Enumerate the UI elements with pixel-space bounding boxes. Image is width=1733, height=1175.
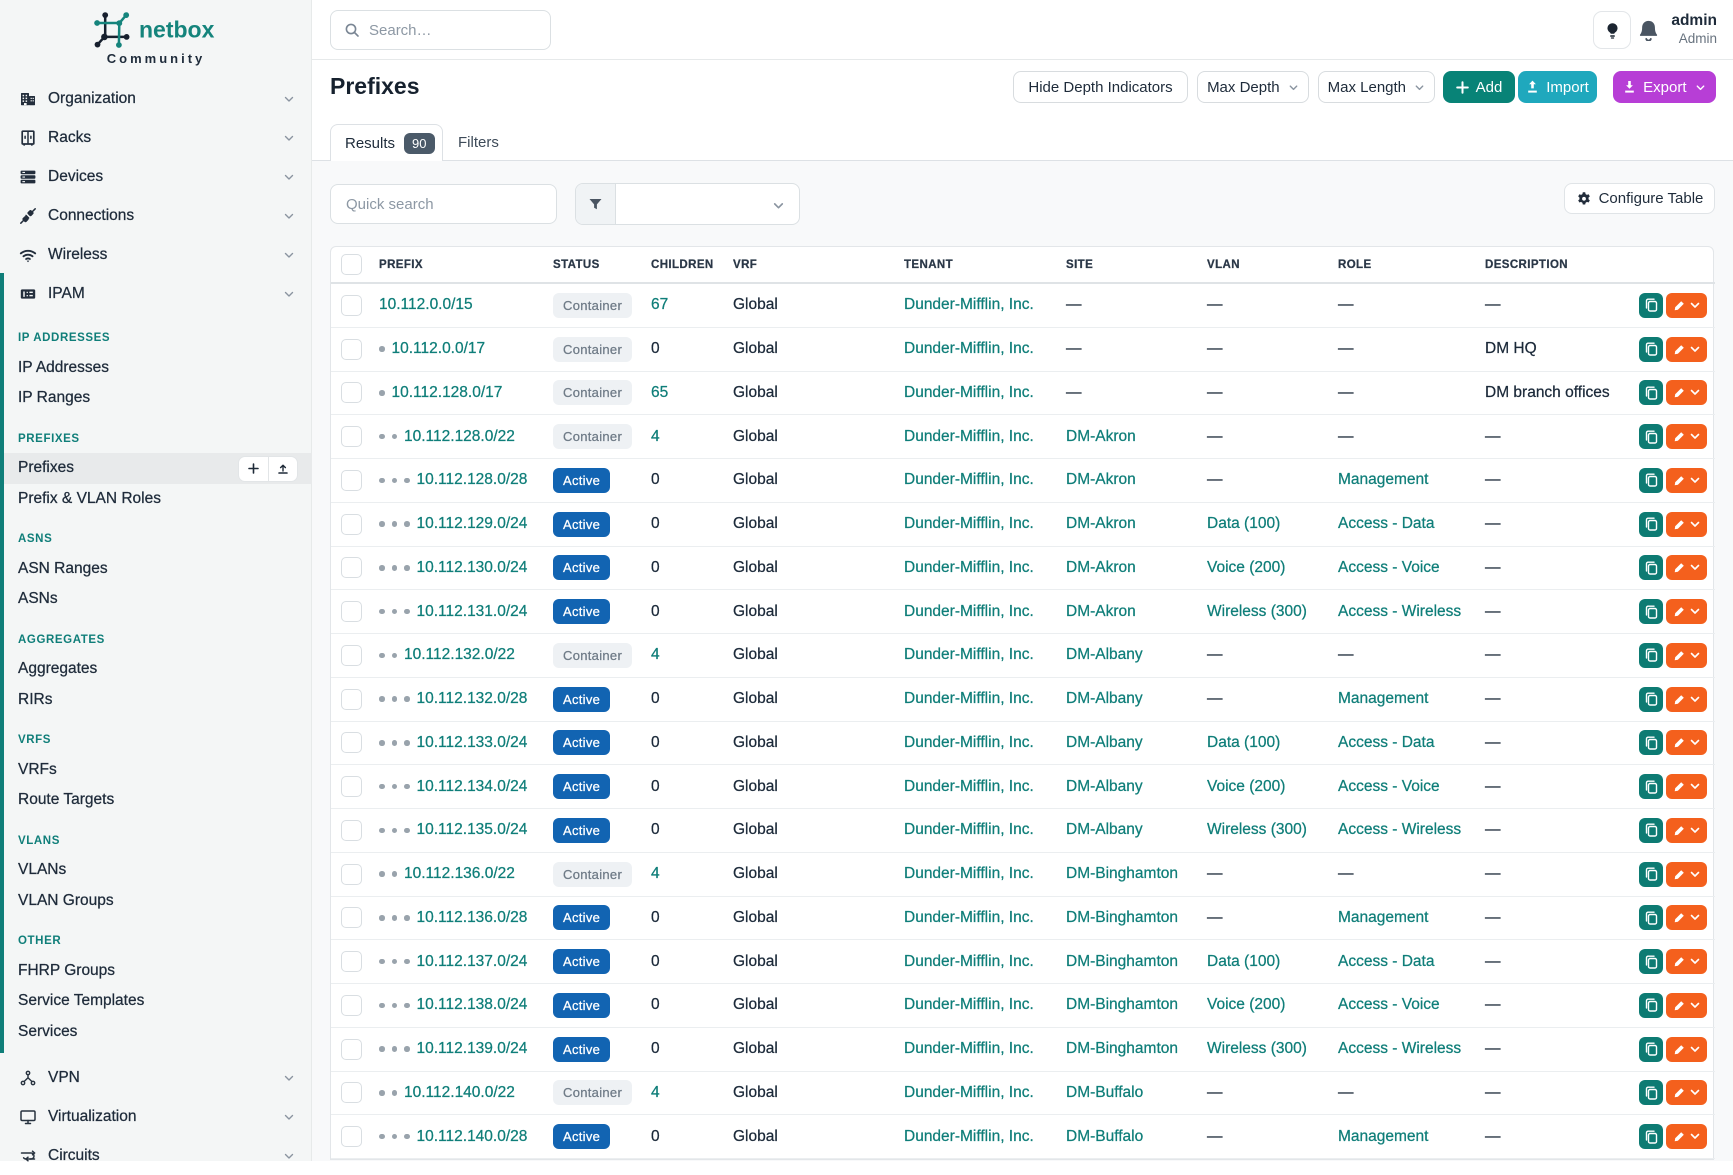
svg-text:netbox: netbox	[139, 17, 215, 43]
